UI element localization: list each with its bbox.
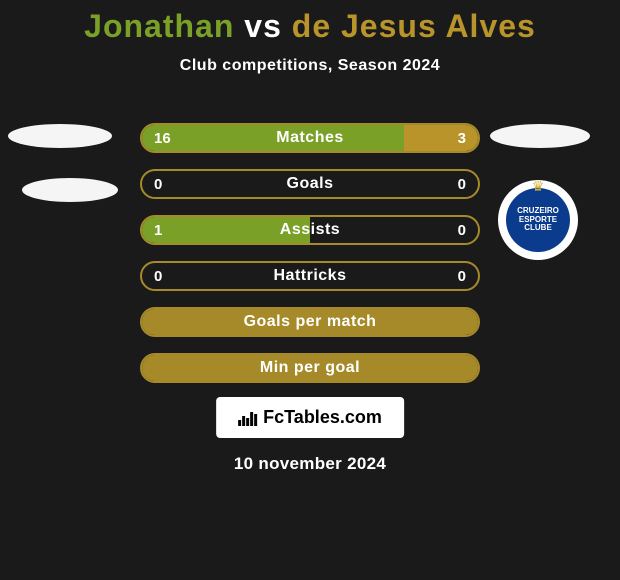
stat-label: Goals xyxy=(142,175,478,193)
stat-bar: Assists1 0 xyxy=(140,215,480,245)
fctables-label: FcTables.com xyxy=(263,407,382,428)
stat-bar: Goals0 0 xyxy=(140,169,480,199)
stat-left-value: 0 xyxy=(154,268,162,285)
player1-club-placeholder xyxy=(22,178,118,202)
club-badge-inner: ♛ CRUZEIRO ESPORTE CLUBE xyxy=(506,188,570,252)
stat-bar: Min per goal xyxy=(140,353,480,383)
stat-right-value: 0 xyxy=(458,222,466,239)
stat-label: Goals per match xyxy=(142,313,478,331)
stat-left-value: 0 xyxy=(154,176,162,193)
date: 10 november 2024 xyxy=(0,454,620,474)
stat-label: Min per goal xyxy=(142,359,478,377)
stat-right-value: 0 xyxy=(458,268,466,285)
vs-separator: vs xyxy=(244,8,282,44)
comparison-card: Jonathan vs de Jesus Alves Club competit… xyxy=(0,0,620,580)
subtitle: Club competitions, Season 2024 xyxy=(0,57,620,75)
crown-icon: ♛ xyxy=(532,178,545,195)
player1-photo-placeholder xyxy=(8,124,112,148)
stat-label: Assists xyxy=(142,221,478,239)
stat-bar: Hattricks0 0 xyxy=(140,261,480,291)
player2-club-badge: ♛ CRUZEIRO ESPORTE CLUBE xyxy=(498,180,578,260)
stat-label: Hattricks xyxy=(142,267,478,285)
stat-left-value: 16 xyxy=(154,130,171,147)
player2-name: de Jesus Alves xyxy=(292,8,536,44)
fctables-watermark: FcTables.com xyxy=(216,397,404,438)
stat-right-value: 0 xyxy=(458,176,466,193)
stat-label: Matches xyxy=(142,129,478,147)
stat-left-value: 1 xyxy=(154,222,162,239)
stat-bar: Matches16 3 xyxy=(140,123,480,153)
stat-bar: Goals per match xyxy=(140,307,480,337)
player1-name: Jonathan xyxy=(84,8,234,44)
stat-right-value: 3 xyxy=(458,130,466,147)
bars-icon xyxy=(238,410,257,426)
club-name-line2: ESPORTE CLUBE xyxy=(506,216,570,234)
player2-photo-placeholder xyxy=(490,124,590,148)
stats-bars: Matches163Goals00Assists10Hattricks00Goa… xyxy=(140,123,480,399)
page-title: Jonathan vs de Jesus Alves xyxy=(0,0,620,45)
